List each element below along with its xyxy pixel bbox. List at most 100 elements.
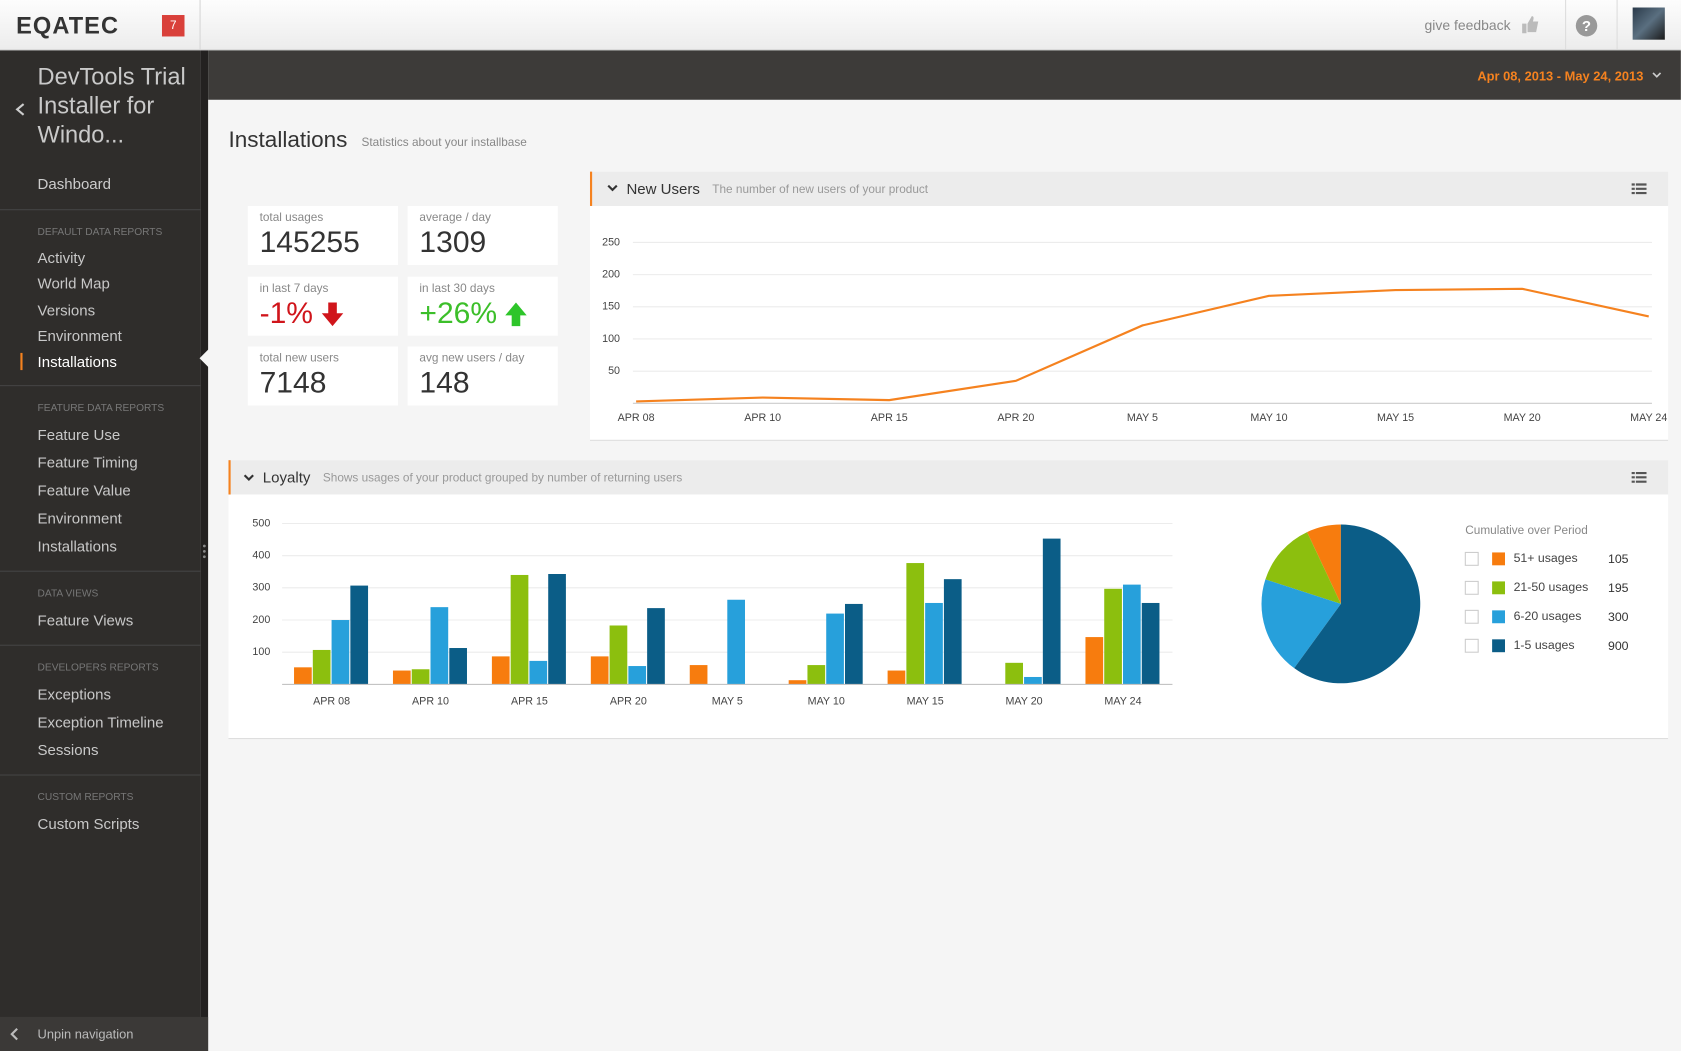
divider [1565,0,1567,50]
nav-item[interactable]: World Map [37,274,110,293]
list-icon[interactable] [1631,182,1647,195]
stat-value: -1% [259,295,314,329]
nav-item[interactable]: Feature Use [37,426,121,444]
app-title: DevTools Trial Installer for Windo... [37,63,186,149]
nav-section-title: DEFAULT DATA REPORTS [37,226,163,239]
back-icon[interactable] [14,102,27,117]
bar [331,620,350,685]
stat-value: 1309 [419,225,487,259]
unpin-label: Unpin navigation [37,1026,134,1042]
x-tick-label: MAY 5 [1127,412,1158,424]
nav-item[interactable]: Custom Scripts [37,815,140,833]
stat-value: +26% [419,295,498,329]
up-arrow [505,301,527,326]
legend-label: 21-50 usages [1514,580,1589,594]
nav-item[interactable]: Installations [0,349,201,375]
resize-handle[interactable] [202,543,207,560]
unpin-icon[interactable] [10,1027,21,1041]
avatar[interactable] [1632,7,1665,40]
legend-checkbox[interactable] [1464,638,1479,653]
bar [1122,584,1141,685]
nav-item[interactable]: Environment [37,510,122,528]
panel-title: Loyalty [262,468,311,486]
nav-item[interactable]: Versions [37,300,96,319]
nav-item[interactable]: Feature Views [37,611,134,630]
x-tick-label: APR 10 [744,412,781,424]
x-tick-label: APR 08 [313,695,350,707]
stat-card: total new users 7148 [247,346,398,406]
collapse-icon[interactable] [243,474,255,483]
panel-header[interactable]: New Users The number of new users of you… [589,171,1669,206]
nav-item[interactable]: Exceptions [37,685,112,704]
bar [906,563,925,685]
legend-label: 51+ usages [1514,551,1578,565]
nav-item[interactable]: Feature Value [37,482,131,500]
legend-checkbox[interactable] [1464,609,1479,624]
legend-value: 105 [1608,552,1629,566]
stat-value: 148 [419,365,470,400]
y-tick-label: 150 [602,301,620,313]
panel-subtitle: Shows usages of your product grouped by … [322,471,683,485]
x-tick-label: MAY 20 [1006,695,1043,707]
help-icon[interactable]: ? [1575,14,1599,38]
bar [430,607,449,685]
date-range[interactable]: Apr 08, 2013 - May 24, 2013 [1477,68,1644,84]
nav-item[interactable]: Activity [37,248,86,267]
svg-text:?: ? [1582,18,1591,35]
stat-label: total usages [259,211,324,225]
page-subtitle: Statistics about your installbase [361,136,527,150]
legend-swatch [1492,552,1505,566]
stat-label: total new users [259,351,339,365]
legend-value: 900 [1608,639,1629,653]
list-icon[interactable] [1631,471,1647,484]
collapse-icon[interactable] [607,184,618,194]
sidebar: DevTools Trial Installer for Windo... Da… [0,50,201,1051]
nav-item[interactable]: Installations [37,537,117,556]
feedback-icon[interactable] [1519,14,1540,35]
y-tick-label: 400 [252,549,270,561]
bar [392,670,411,685]
nav-item[interactable]: Sessions [37,741,99,759]
toolbar: Apr 08, 2013 - May 24, 2013 [208,50,1681,100]
pie-slice [1261,579,1341,669]
nav-item[interactable]: Feature Timing [37,454,138,472]
bar [491,656,510,685]
bar [350,585,369,685]
stat-card: total usages 145255 [247,205,398,265]
y-tick-label: 50 [608,365,620,377]
bar [925,602,943,685]
bar [1141,602,1160,685]
nav-item[interactable]: Exception Timeline [37,713,164,732]
x-tick-label: APR 10 [412,695,449,707]
page-title: Installations [228,127,348,153]
x-tick-label: MAY 24 [1630,412,1667,424]
nav-item[interactable]: Dashboard [37,174,112,193]
bar [943,579,962,685]
bar [628,666,647,685]
nav-section-title: CUSTOM REPORTS [37,792,134,804]
bar [548,574,566,685]
date-dropdown-icon[interactable] [1652,72,1662,78]
x-tick-label: APR 15 [871,412,908,424]
x-tick-label: MAY 15 [1377,412,1414,424]
panel-header[interactable]: Loyalty Shows usages of your product gro… [228,460,1669,495]
legend-checkbox[interactable] [1464,580,1479,595]
notification-badge[interactable]: 7 [161,15,185,37]
bar [807,665,826,685]
legend-swatch [1492,610,1505,624]
down-arrow [321,301,344,326]
legend-checkbox[interactable] [1464,551,1479,566]
unpin-navigation[interactable]: Unpin navigation [0,1016,209,1051]
bar [609,625,628,685]
bar [449,648,467,685]
stat-card: in last 7 days -1% [247,276,398,336]
nav-item[interactable]: Environment [37,327,122,345]
brand[interactable]: EQATEC 7 [0,0,201,50]
nav-section: FEATURE DATA REPORTS Feature Use Feature T… [0,385,201,572]
stat-card: avg new users / day 148 [407,346,558,406]
bar [590,656,609,685]
sidebar-edge [200,50,209,1051]
feedback-link[interactable]: give feedback [1424,17,1511,34]
